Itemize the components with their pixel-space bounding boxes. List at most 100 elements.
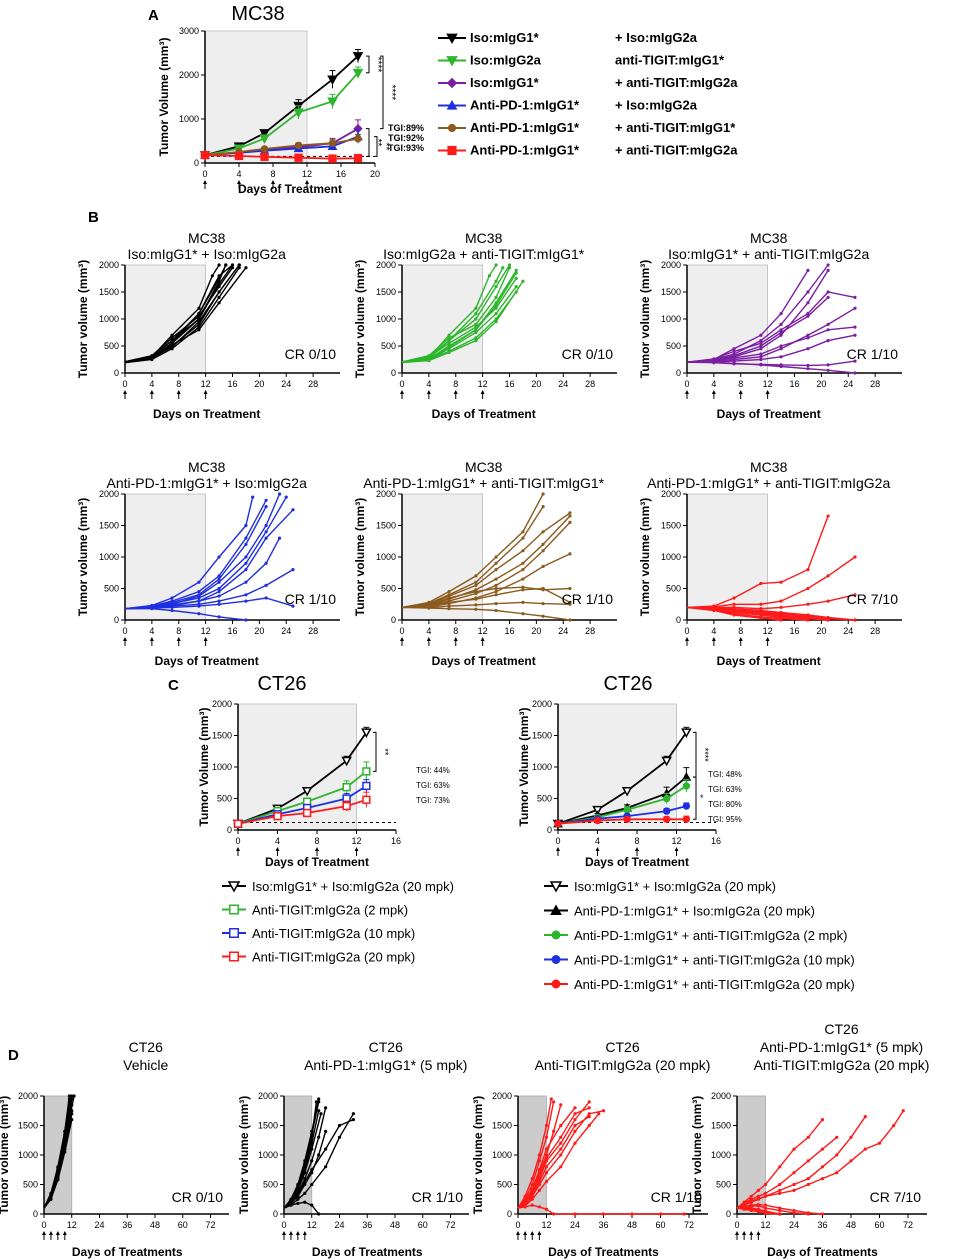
legend-marker — [447, 123, 457, 133]
sig-bracket — [366, 55, 370, 74]
data-marker — [341, 756, 352, 767]
data-point — [732, 362, 736, 366]
cr-label: CR 7/10 — [847, 591, 899, 607]
data-point — [559, 1135, 563, 1139]
data-point — [277, 492, 282, 496]
dose-arrowhead — [400, 637, 404, 641]
legend-label-right: + anti-TIGIT:mIgG2a — [615, 143, 738, 158]
dose-arrowhead — [62, 1231, 67, 1235]
x-tick-label: 36 — [122, 1220, 132, 1230]
legend-label-left: Anti-PD-1:mIgG1* — [470, 120, 580, 135]
data-point — [759, 610, 763, 614]
x-tick-label: 28 — [870, 626, 880, 636]
data-point — [494, 608, 498, 613]
data-point — [291, 604, 295, 608]
dose-arrowhead — [55, 1231, 60, 1235]
data-point — [559, 1153, 563, 1157]
y-tick-label: 0 — [227, 825, 232, 835]
data-point — [759, 616, 763, 620]
x-tick-label: 36 — [817, 1220, 827, 1230]
data-point — [759, 341, 763, 345]
data-point — [792, 1171, 796, 1175]
data-point — [820, 1177, 825, 1181]
panel-letter-b: B — [88, 209, 99, 226]
tgi-label: TGI: 95% — [708, 815, 742, 824]
data-point — [820, 1212, 825, 1216]
legend-marker — [229, 904, 239, 915]
data-point — [756, 1204, 760, 1208]
y-tick-label: 2000 — [661, 489, 681, 499]
legend-item: Anti-PD-1:mIgG1* + anti-TIGIT:mIgG2a — [438, 143, 738, 158]
data-point — [559, 1165, 563, 1169]
data-point — [474, 306, 478, 310]
data-point — [756, 1188, 760, 1192]
legend-marker — [550, 904, 562, 915]
y-axis-title: Tumor Volume (mm³) — [517, 708, 531, 827]
data-point — [732, 608, 736, 612]
mouse-line-4 — [686, 307, 856, 363]
chart-title: MC38 — [188, 230, 226, 246]
legend-label: Anti-PD-1:mIgG1* + anti-TIGIT:mIgG2a (2 … — [574, 928, 847, 943]
data-point — [806, 367, 810, 371]
data-point — [170, 339, 174, 343]
data-marker — [621, 786, 633, 797]
data-point — [237, 263, 241, 267]
y-axis-title: Tumor Volume (mm³) — [157, 38, 171, 157]
cr-label: CR 0/10 — [172, 1189, 224, 1205]
data-point — [507, 266, 512, 270]
y-tick-label: 2000 — [18, 1091, 38, 1101]
data-point — [763, 1203, 768, 1207]
data-point — [759, 602, 763, 606]
y-tick-label: 2000 — [376, 489, 396, 499]
data-point — [712, 358, 716, 363]
data-marker — [234, 151, 244, 161]
y-tick-label: 2000 — [179, 70, 199, 80]
y-axis-title: Tumor volume (mm³) — [353, 498, 367, 616]
x-tick-label: 0 — [684, 379, 689, 389]
x-axis-title: Days of Treatment — [585, 855, 689, 869]
data-point — [863, 1147, 867, 1151]
data-point — [310, 1141, 314, 1145]
data-point — [544, 1147, 549, 1151]
data-point — [756, 1210, 760, 1214]
chart-title: CT26 — [369, 1039, 403, 1055]
data-marker — [362, 767, 371, 776]
dose-arrowhead — [123, 390, 127, 394]
x-tick-label: 8 — [176, 626, 181, 636]
data-point — [447, 333, 451, 337]
data-point — [170, 336, 174, 340]
data-marker — [662, 807, 671, 815]
data-point — [806, 617, 810, 621]
y-tick-label: 1000 — [376, 314, 396, 324]
y-tick-label: 1000 — [99, 314, 119, 324]
legend-label: Iso:mIgG1* + Iso:mIgG2a (20 mpk) — [574, 879, 776, 894]
data-point — [217, 594, 221, 598]
mouse-line-8 — [124, 267, 247, 363]
x-tick-label: 0 — [281, 1220, 286, 1230]
data-point — [317, 1135, 321, 1139]
y-tick-label: 1000 — [179, 114, 199, 124]
data-point — [427, 603, 431, 608]
data-point — [197, 604, 201, 608]
y-tick-label: 500 — [666, 584, 681, 594]
data-point — [474, 330, 478, 335]
dose-arrowhead — [48, 1231, 53, 1235]
x-tick-label: 12 — [302, 169, 312, 179]
data-point — [820, 1147, 825, 1151]
data-point — [759, 581, 763, 586]
data-point — [474, 607, 478, 611]
x-tick-label: 36 — [598, 1220, 608, 1230]
data-point — [244, 618, 248, 622]
data-point — [427, 606, 431, 610]
mouse-line-6 — [686, 334, 856, 363]
x-tick-label: 48 — [846, 1220, 856, 1230]
dose-arrowhead — [523, 1231, 528, 1235]
chart-C1: 0 500 1000 1500 2000 0 4 8 12 16 Tumor Volume (mm³… — [197, 699, 401, 869]
x-tick-label: 16 — [227, 626, 237, 636]
chart-subtitle: Anti-PD-1:mIgG1* (5 mpk) — [304, 1057, 467, 1073]
data-point — [544, 1135, 549, 1139]
cr-label: CR 0/10 — [285, 346, 337, 362]
data-marker — [352, 68, 364, 79]
data-point — [778, 1206, 782, 1210]
x-tick-label: 24 — [281, 379, 291, 389]
